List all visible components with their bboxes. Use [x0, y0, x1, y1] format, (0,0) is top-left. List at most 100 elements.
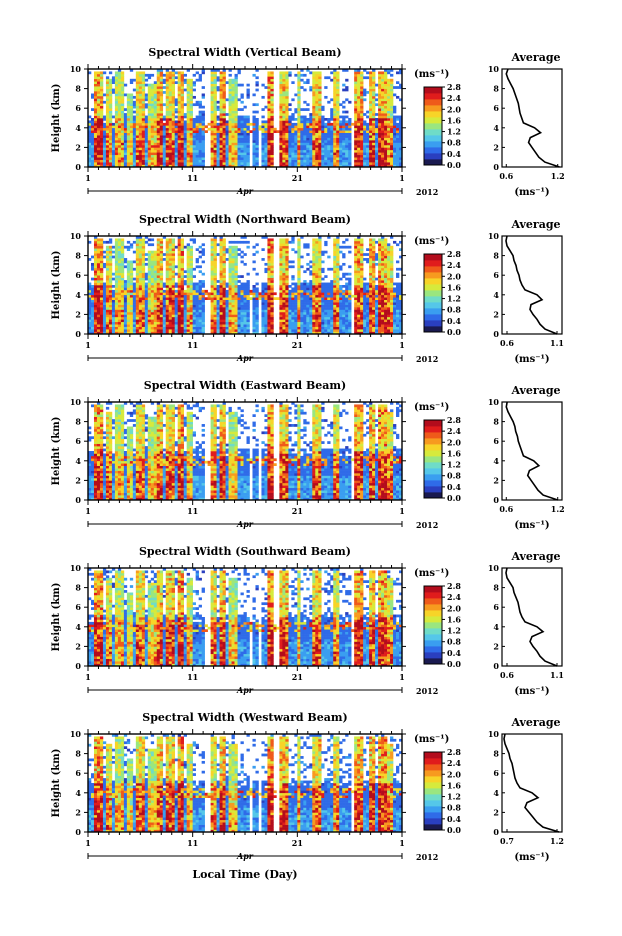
- heatmap-cell: [139, 130, 142, 133]
- heatmap-cell: [112, 256, 115, 259]
- heatmap-cell: [148, 302, 151, 305]
- heatmap-cell: [160, 290, 163, 293]
- heatmap-cell: [184, 103, 187, 106]
- heatmap-cell: [118, 157, 121, 160]
- heatmap-cell: [270, 84, 273, 87]
- heatmap-cell: [267, 116, 270, 119]
- heatmap-cell: [232, 157, 235, 160]
- heatmap-cell: [154, 297, 157, 300]
- heatmap-cell: [223, 108, 226, 111]
- heatmap-cell: [229, 125, 232, 128]
- heatmap-cell: [220, 135, 223, 138]
- heatmap-cell: [372, 147, 375, 150]
- heatmap-cell: [94, 113, 97, 116]
- heatmap-cell: [369, 160, 372, 163]
- heatmap-cell: [315, 101, 318, 104]
- heatmap-cell: [148, 261, 151, 264]
- heatmap-cell: [181, 327, 184, 330]
- heatmap-cell: [220, 300, 223, 303]
- heatmap-cell: [345, 116, 348, 119]
- heatmap-cell: [136, 302, 139, 305]
- heatmap-cell: [112, 91, 115, 94]
- heatmap-cell: [232, 319, 235, 322]
- heatmap-cell: [387, 143, 390, 146]
- heatmap-cell: [372, 155, 375, 158]
- heatmap-cell: [136, 278, 139, 281]
- heatmap-cell: [100, 314, 103, 317]
- heatmap-cell: [342, 152, 345, 155]
- heatmap-cell: [154, 152, 157, 155]
- heatmap-cell: [178, 140, 181, 143]
- heatmap-cell: [124, 150, 127, 153]
- heatmap-cell: [172, 74, 175, 77]
- heatmap-cell: [217, 116, 220, 119]
- heatmap-cell: [241, 314, 244, 317]
- heatmap-cell: [172, 140, 175, 143]
- heatmap-cell: [133, 155, 136, 158]
- heatmap-cell: [169, 297, 172, 300]
- heatmap-cell: [163, 314, 166, 317]
- heatmap-cell: [333, 76, 336, 79]
- heatmap-cell: [303, 118, 306, 121]
- heatmap-cell: [381, 108, 384, 111]
- heatmap-cell: [214, 310, 217, 313]
- heatmap-cell: [202, 251, 205, 254]
- heatmap-cell: [133, 287, 136, 290]
- heatmap-cell: [282, 160, 285, 163]
- heatmap-cell: [94, 319, 97, 322]
- heatmap-cell: [381, 135, 384, 138]
- heatmap-cell: [384, 91, 387, 94]
- heatmap-cell: [279, 157, 282, 160]
- heatmap-cell: [94, 86, 97, 89]
- heatmap-cell: [121, 123, 124, 126]
- heatmap-cell: [336, 98, 339, 101]
- heatmap-cell: [211, 128, 214, 131]
- heatmap-cell: [169, 322, 172, 325]
- heatmap-cell: [220, 275, 223, 278]
- heatmap-cell: [357, 147, 360, 150]
- heatmap-cell: [241, 84, 244, 87]
- heatmap-cell: [285, 86, 288, 89]
- heatmap-cell: [378, 135, 381, 138]
- heatmap-cell: [172, 287, 175, 290]
- heatmap-cell: [202, 162, 205, 165]
- heatmap-cell: [166, 319, 169, 322]
- heatmap-cell: [169, 103, 172, 106]
- heatmap-cell: [190, 101, 193, 104]
- heatmap-cell: [142, 241, 145, 244]
- heatmap-cell: [139, 302, 142, 305]
- heatmap-cell: [226, 317, 229, 320]
- heatmap-cell: [318, 111, 321, 114]
- heatmap-cell: [235, 147, 238, 150]
- heatmap-cell: [172, 155, 175, 158]
- heatmap-cell: [184, 297, 187, 300]
- heatmap-cell: [190, 133, 193, 136]
- heatmap-cell: [172, 89, 175, 92]
- heatmap-cell: [390, 79, 393, 82]
- heatmap-cell: [369, 106, 372, 109]
- heatmap-cell: [267, 160, 270, 163]
- heatmap-cell: [94, 71, 97, 74]
- heatmap-cell: [139, 160, 142, 163]
- heatmap-cell: [261, 128, 264, 131]
- heatmap-cell: [333, 89, 336, 92]
- heatmap-cell: [378, 143, 381, 146]
- heatmap-cell: [112, 81, 115, 84]
- heatmap-cell: [270, 140, 273, 143]
- heatmap-cell: [91, 290, 94, 293]
- heatmap-cell: [139, 123, 142, 126]
- heatmap-cell: [115, 128, 118, 131]
- heatmap-cell: [282, 113, 285, 116]
- heatmap-cell: [178, 113, 181, 116]
- heatmap-cell: [372, 128, 375, 131]
- heatmap-cell: [229, 268, 232, 271]
- heatmap-cell: [214, 297, 217, 300]
- heatmap-cell: [220, 94, 223, 97]
- heatmap-cell: [163, 290, 166, 293]
- heatmap-cell: [318, 155, 321, 158]
- heatmap-cell: [190, 120, 193, 123]
- heatmap-cell: [309, 155, 312, 158]
- heatmap-cell: [121, 120, 124, 123]
- heatmap-cell: [115, 106, 118, 109]
- heatmap-cell: [270, 147, 273, 150]
